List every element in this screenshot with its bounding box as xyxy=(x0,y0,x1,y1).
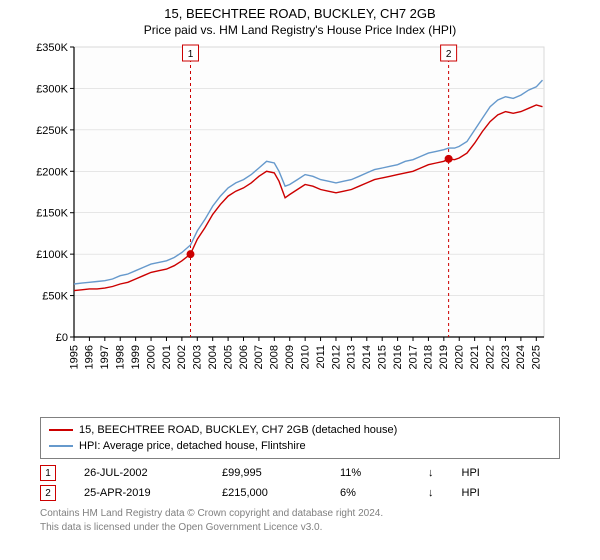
x-tick-label: 2025 xyxy=(531,345,543,369)
sale-badge: 2 xyxy=(40,485,56,501)
y-tick-label: £150K xyxy=(36,208,68,220)
footer-line2: This data is licensed under the Open Gov… xyxy=(40,521,560,535)
sale-row: 1 26-JUL-2002 £99,995 11% ↓ HPI xyxy=(40,463,560,483)
x-tick-label: 2015 xyxy=(376,345,388,369)
arrow-down-icon: ↓ xyxy=(428,467,434,479)
sale-marker xyxy=(186,250,194,258)
sale-date: 26-JUL-2002 xyxy=(84,467,194,479)
x-tick-label: 2021 xyxy=(469,345,481,369)
x-tick-label: 1998 xyxy=(115,345,127,369)
sale-marker xyxy=(445,155,453,163)
legend-label: 15, BEECHTREE ROAD, BUCKLEY, CH7 2GB (de… xyxy=(79,424,397,436)
x-tick-label: 2022 xyxy=(484,345,496,369)
sale-badge-label: 1 xyxy=(188,49,194,60)
y-tick-label: £50K xyxy=(42,291,68,303)
x-tick-label: 2012 xyxy=(330,345,342,369)
page-subtitle: Price paid vs. HM Land Registry's House … xyxy=(0,21,600,41)
x-tick-label: 1995 xyxy=(68,345,80,369)
x-tick-label: 2013 xyxy=(346,345,358,369)
x-tick-label: 2005 xyxy=(222,345,234,369)
legend-item: 15, BEECHTREE ROAD, BUCKLEY, CH7 2GB (de… xyxy=(49,422,551,438)
footer-line1: Contains HM Land Registry data © Crown c… xyxy=(40,507,560,521)
x-tick-label: 2004 xyxy=(207,345,219,369)
sale-cmp: HPI xyxy=(462,467,480,479)
sale-price: £215,000 xyxy=(222,487,312,499)
arrow-down-icon: ↓ xyxy=(428,487,434,499)
y-tick-label: £200K xyxy=(36,166,68,178)
y-tick-label: £350K xyxy=(36,42,68,54)
legend-swatch xyxy=(49,445,73,447)
legend-item: HPI: Average price, detached house, Flin… xyxy=(49,438,551,454)
x-tick-label: 2000 xyxy=(145,345,157,369)
x-tick-label: 2014 xyxy=(361,345,373,369)
x-tick-label: 2008 xyxy=(269,345,281,369)
sale-date: 25-APR-2019 xyxy=(84,487,194,499)
x-tick-label: 2006 xyxy=(238,345,250,369)
x-tick-label: 2001 xyxy=(161,345,173,369)
legend-swatch xyxy=(49,429,73,431)
x-tick-label: 2024 xyxy=(515,345,527,369)
x-tick-label: 2016 xyxy=(392,345,404,369)
x-tick-label: 2017 xyxy=(407,345,419,369)
x-tick-label: 2020 xyxy=(454,345,466,369)
x-tick-label: 2018 xyxy=(423,345,435,369)
x-tick-label: 2010 xyxy=(299,345,311,369)
x-tick-label: 2011 xyxy=(315,345,327,369)
x-tick-label: 2003 xyxy=(192,345,204,369)
y-tick-label: £100K xyxy=(36,249,68,261)
y-tick-label: £300K xyxy=(36,83,68,95)
y-tick-label: £0 xyxy=(56,332,68,344)
x-tick-label: 2023 xyxy=(500,345,512,369)
legend-label: HPI: Average price, detached house, Flin… xyxy=(79,440,306,452)
sales-table: 1 26-JUL-2002 £99,995 11% ↓ HPI 2 25-APR-2019 £2… xyxy=(40,463,560,503)
sale-pct: 11% xyxy=(340,467,400,479)
sale-row: 2 25-APR-2019 £215,000 6% ↓ HPI xyxy=(40,483,560,503)
x-tick-label: 2019 xyxy=(438,345,450,369)
x-tick-label: 2002 xyxy=(176,345,188,369)
chart-svg: £0 £50K £100K £150K £200K £250K £300K £350K 1995… xyxy=(32,41,552,411)
page-title: 15, BEECHTREE ROAD, BUCKLEY, CH7 2GB xyxy=(0,0,600,21)
footer: Contains HM Land Registry data © Crown c… xyxy=(40,507,560,534)
sale-cmp: HPI xyxy=(462,487,480,499)
price-chart: £0 £50K £100K £150K £200K £250K £300K £350K 1995… xyxy=(32,41,592,411)
x-tick-label: 2009 xyxy=(284,345,296,369)
y-tick-label: £250K xyxy=(36,125,68,137)
x-tick-label: 1996 xyxy=(84,345,96,369)
x-tick-label: 1997 xyxy=(99,345,111,369)
sale-price: £99,995 xyxy=(222,467,312,479)
sale-badge-label: 2 xyxy=(446,49,452,60)
legend: 15, BEECHTREE ROAD, BUCKLEY, CH7 2GB (de… xyxy=(40,417,560,459)
sale-badge: 1 xyxy=(40,465,56,481)
x-tick-label: 1999 xyxy=(130,345,142,369)
sale-pct: 6% xyxy=(340,487,400,499)
x-tick-label: 2007 xyxy=(253,345,265,369)
